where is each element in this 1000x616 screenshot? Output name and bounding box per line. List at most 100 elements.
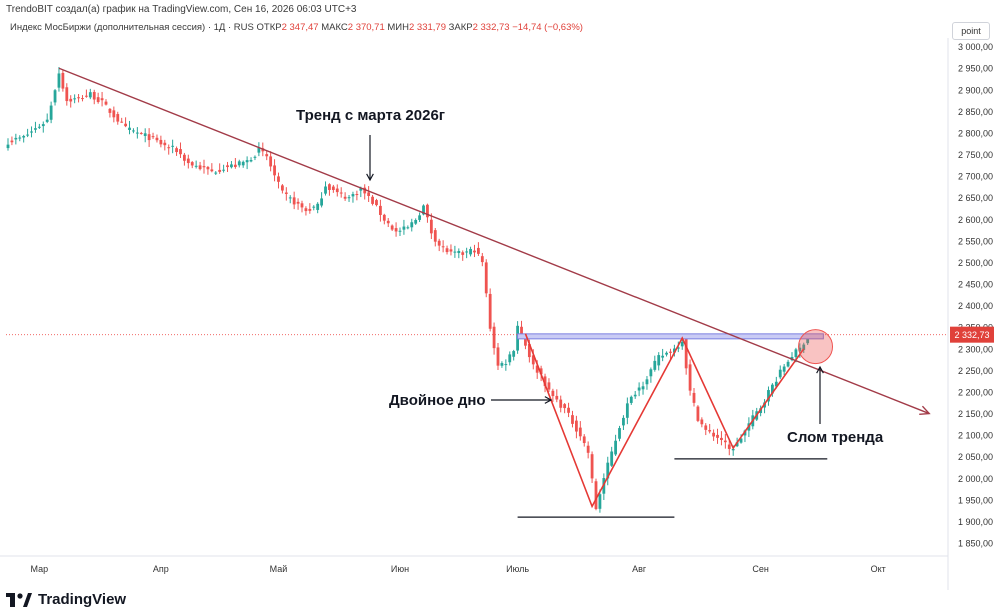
x-tick-label: Июн <box>391 564 409 574</box>
candle-body <box>61 72 65 89</box>
candle-body <box>284 192 288 194</box>
candle-body <box>210 169 214 172</box>
candle-body <box>625 403 629 418</box>
candle-body <box>551 390 555 397</box>
candle-body <box>92 91 96 100</box>
candle-body <box>406 227 410 229</box>
y-tick-label: 2 500,00 <box>958 258 993 268</box>
candle-body <box>586 445 590 453</box>
y-tick-label: 2 650,00 <box>958 193 993 203</box>
candle-body <box>100 98 104 101</box>
candle-body <box>484 262 488 294</box>
candle-body <box>316 203 320 210</box>
resistance-level-band[interactable] <box>517 333 824 340</box>
last-price-tag <box>950 326 994 343</box>
change-value: −14,74 (−0,63%) <box>512 22 583 33</box>
instrument-name[interactable]: Индекс МосБиржи (дополнительная сессия) … <box>10 22 254 33</box>
annotation-double-bottom: Двойное дно <box>389 392 486 409</box>
low-label: МИН <box>387 22 409 33</box>
candle-body <box>480 256 484 263</box>
candle-body <box>375 200 378 206</box>
x-tick-label: Авг <box>632 564 647 574</box>
annotation-trend: Тренд с марта 2026г <box>296 107 445 124</box>
candle-body <box>171 145 175 147</box>
candle-body <box>578 427 582 437</box>
candle-body <box>461 252 465 255</box>
candle-body <box>700 419 704 425</box>
candle-body <box>735 442 739 447</box>
candle-body <box>288 197 292 199</box>
double-bottom-zigzag[interactable] <box>524 333 805 509</box>
candle-body <box>328 184 331 190</box>
candle-body <box>331 186 335 190</box>
x-tick-label: Сен <box>752 564 769 574</box>
candle-body <box>716 434 719 438</box>
candle-body <box>429 219 433 234</box>
candle-body <box>85 95 88 97</box>
candle-body <box>371 196 374 204</box>
candle-body <box>324 186 327 194</box>
y-tick-label: 2 300,00 <box>958 344 993 354</box>
candle-body <box>610 451 614 466</box>
candle-body <box>653 360 657 370</box>
x-tick-label: Окт <box>871 564 886 574</box>
candle-body <box>676 347 680 349</box>
candle-body <box>230 164 233 168</box>
candle-body <box>359 188 363 191</box>
candle-body <box>237 161 241 166</box>
candle-body <box>649 369 653 377</box>
candle-body <box>233 164 237 167</box>
candle-body <box>292 197 296 205</box>
candle-body <box>567 407 570 413</box>
trend-break-marker[interactable] <box>798 329 834 365</box>
y-tick-label: 1 950,00 <box>958 495 993 505</box>
price-chart[interactable]: 1 850,00 1 900,00 1 950,00 2 000,00 2 050,00… <box>0 0 1000 590</box>
candle-body <box>300 203 304 208</box>
candle-body <box>582 436 586 444</box>
candle-body <box>183 154 186 161</box>
candle-body <box>661 355 665 358</box>
candle-body <box>590 454 594 479</box>
x-tick-label: Май <box>270 564 288 574</box>
candle-body <box>390 225 394 230</box>
candle-body <box>477 247 480 254</box>
price-scale-unit-button[interactable]: point <box>952 22 990 40</box>
tradingview-logo[interactable]: TradingView <box>6 588 126 610</box>
candle-body <box>692 392 696 403</box>
candle-body <box>296 201 300 204</box>
candle-body <box>10 140 14 143</box>
y-tick-label: 2 450,00 <box>958 280 993 290</box>
candle-body <box>320 198 323 206</box>
y-tick-label: 3 000,00 <box>958 42 993 52</box>
close-value: 2 332,73 <box>472 22 510 33</box>
y-tick-label: 2 850,00 <box>958 107 993 117</box>
candle-body <box>633 394 637 397</box>
candle-body <box>18 137 22 139</box>
candle-body <box>433 230 437 242</box>
candle-body <box>37 126 41 128</box>
low-value: 2 331,79 <box>409 22 446 33</box>
candle-body <box>743 430 747 436</box>
candle-body <box>41 124 45 127</box>
candle-body <box>806 336 810 344</box>
candle-body <box>771 384 774 394</box>
candle-body <box>245 160 249 163</box>
high-value: 2 370,71 <box>347 22 385 33</box>
candle-body <box>132 130 135 132</box>
candle-body <box>473 250 476 253</box>
candle-body <box>202 166 206 168</box>
candle-body <box>69 98 73 102</box>
candle-body <box>488 293 492 329</box>
candle-body <box>34 128 37 130</box>
candle-body <box>26 134 29 136</box>
trend-line[interactable] <box>58 67 930 415</box>
candle-body <box>45 119 49 122</box>
candle-body <box>402 226 406 230</box>
candle-body <box>22 136 26 138</box>
candle-body <box>167 147 171 149</box>
candle-body <box>684 338 688 369</box>
chart-credit: TrendoBIT создал(а) график на TradingVie… <box>6 4 357 15</box>
candle-body <box>206 166 210 170</box>
candle-body <box>441 246 445 248</box>
last-price-label: 2 332,73 <box>954 330 989 340</box>
